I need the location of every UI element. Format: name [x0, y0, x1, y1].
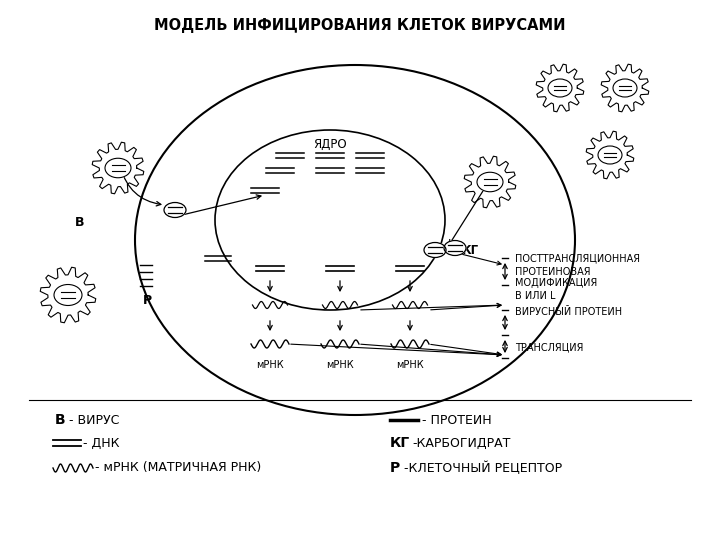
Polygon shape	[601, 64, 649, 112]
Text: мРНК: мРНК	[326, 360, 354, 370]
Ellipse shape	[444, 240, 466, 255]
Text: Р: Р	[143, 294, 152, 307]
Text: В ИЛИ L: В ИЛИ L	[515, 291, 556, 301]
Text: - мРНК (МАТРИЧНАЯ РНК): - мРНК (МАТРИЧНАЯ РНК)	[95, 462, 261, 475]
Polygon shape	[586, 131, 634, 179]
Text: ПРОТЕИНОВАЯ: ПРОТЕИНОВАЯ	[515, 267, 590, 277]
Text: ВИРУСНЫЙ ПРОТЕИН: ВИРУСНЫЙ ПРОТЕИН	[515, 307, 622, 317]
Text: МОДЕЛЬ ИНФИЦИРОВАНИЯ КЛЕТОК ВИРУСАМИ: МОДЕЛЬ ИНФИЦИРОВАНИЯ КЛЕТОК ВИРУСАМИ	[154, 18, 566, 33]
Polygon shape	[92, 142, 144, 194]
Polygon shape	[536, 64, 584, 112]
Ellipse shape	[54, 285, 82, 306]
Text: МОДИФИКАЦИЯ: МОДИФИКАЦИЯ	[515, 278, 598, 288]
Ellipse shape	[613, 79, 637, 97]
Text: - ВИРУС: - ВИРУС	[69, 414, 120, 427]
Polygon shape	[464, 156, 516, 208]
Ellipse shape	[598, 146, 622, 164]
Text: ПОСТТРАНСЛЯЦИОННАЯ: ПОСТТРАНСЛЯЦИОННАЯ	[515, 253, 640, 263]
Text: -КАРБОГИДРАТ: -КАРБОГИДРАТ	[412, 436, 510, 449]
Ellipse shape	[477, 172, 503, 192]
Text: мРНК: мРНК	[396, 360, 424, 370]
Text: КГ: КГ	[390, 436, 410, 450]
Text: ТРАНСЛЯЦИЯ: ТРАНСЛЯЦИЯ	[515, 342, 583, 352]
Ellipse shape	[164, 202, 186, 218]
Text: Р: Р	[390, 461, 400, 475]
Text: -КЛЕТОЧНЫЙ РЕЦЕПТОР: -КЛЕТОЧНЫЙ РЕЦЕПТОР	[404, 461, 562, 475]
Text: мРНК: мРНК	[256, 360, 284, 370]
Ellipse shape	[105, 158, 131, 178]
Ellipse shape	[548, 79, 572, 97]
Ellipse shape	[424, 242, 446, 258]
Text: ЯДРО: ЯДРО	[313, 138, 347, 151]
Polygon shape	[40, 267, 96, 323]
Text: КГ: КГ	[462, 244, 479, 256]
Text: В: В	[76, 215, 85, 228]
Text: - ПРОТЕИН: - ПРОТЕИН	[422, 414, 492, 427]
Text: - ДНК: - ДНК	[83, 436, 120, 449]
Text: В: В	[55, 413, 66, 427]
